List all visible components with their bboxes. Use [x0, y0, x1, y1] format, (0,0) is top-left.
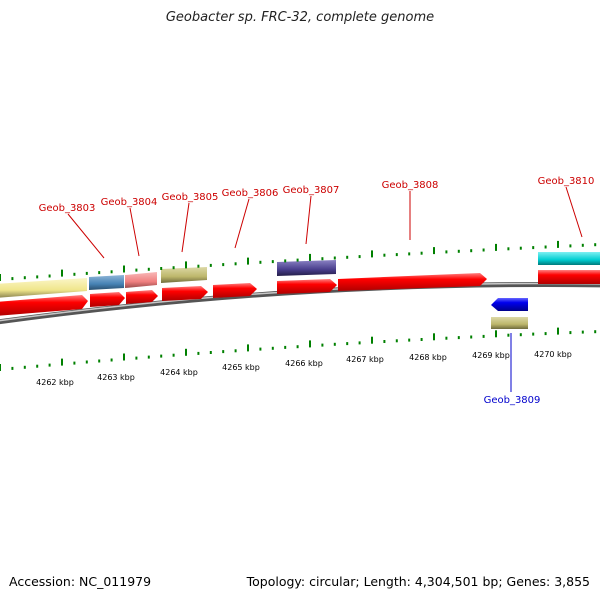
leader-geob-3806: [234, 198, 250, 249]
genome-summary-text: Topology: circular; Length: 4,304,501 bp…: [246, 574, 590, 589]
axis-tick-label: 4270 kbp: [534, 350, 572, 359]
cog-block-salmon: [125, 272, 157, 288]
axis-tick-label: 4267 kbp: [346, 355, 384, 364]
cog-block-yellow: [0, 278, 87, 298]
gene-arrow-geob-3806[interactable]: [213, 283, 257, 298]
gene-label[interactable]: Geob_3807: [283, 185, 340, 196]
inner-tick-row: [0, 327, 597, 371]
axis-tick-label: 4265 kbp: [222, 363, 260, 372]
outer-tick-row: [0, 240, 597, 281]
gene-label[interactable]: Geob_3803: [39, 203, 96, 214]
gene-label[interactable]: Geob_3804: [101, 197, 158, 208]
leader-geob-3807: [305, 195, 312, 245]
gene-label[interactable]: Geob_3810: [538, 176, 595, 187]
forward-gene-labels: Geob_3803 Geob_3804 Geob_3805 Geob_3806 …: [39, 176, 595, 214]
cog-block-slate: [277, 260, 336, 276]
leader-geob-3804: [129, 207, 140, 257]
leader-geob-3803: [67, 213, 105, 259]
cog-block-steelblue: [89, 275, 124, 290]
cog-block-reverse-khaki: [491, 317, 528, 329]
axis-tick-label: 4264 kbp: [160, 368, 198, 377]
gene-arrow-geob-3805[interactable]: [162, 286, 208, 301]
label-leader-lines: [67, 186, 583, 259]
leader-geob-3810: [565, 186, 583, 238]
gene-arrow-geob-3803[interactable]: [0, 295, 88, 316]
cog-band: [0, 252, 600, 329]
page-title: Geobacter sp. FRC-32, complete genome: [165, 10, 435, 25]
gene-arrow-geob-3809[interactable]: [491, 298, 528, 311]
gene-arrow-geob-3808[interactable]: [338, 273, 487, 291]
gene-arrow-geob-3810[interactable]: [538, 270, 600, 284]
axis-tick-label: 4266 kbp: [285, 359, 323, 368]
cog-block-khaki: [161, 267, 207, 283]
axis-tick-label: 4262 kbp: [36, 378, 74, 387]
cog-block-cyan: [538, 252, 600, 265]
gene-label[interactable]: Geob_3809: [484, 395, 541, 406]
gene-label[interactable]: Geob_3805: [162, 192, 219, 203]
accession-text: Accession: NC_011979: [9, 574, 152, 589]
gene-arrow-geob-3805-a[interactable]: [126, 290, 158, 304]
gene-arrow-geob-3807[interactable]: [277, 279, 337, 294]
axis-tick-labels: 4262 kbp 4263 kbp 4264 kbp 4265 kbp 4266…: [36, 350, 572, 387]
gene-label[interactable]: Geob_3808: [382, 180, 439, 191]
forward-genes: [0, 270, 600, 316]
axis-tick-label: 4263 kbp: [97, 373, 135, 382]
axis-tick-label: 4268 kbp: [409, 353, 447, 362]
gene-label[interactable]: Geob_3806: [222, 188, 279, 199]
gene-arrow-geob-3804[interactable]: [90, 292, 125, 307]
axis-tick-label: 4269 kbp: [472, 351, 510, 360]
leader-geob-3805: [181, 202, 190, 253]
